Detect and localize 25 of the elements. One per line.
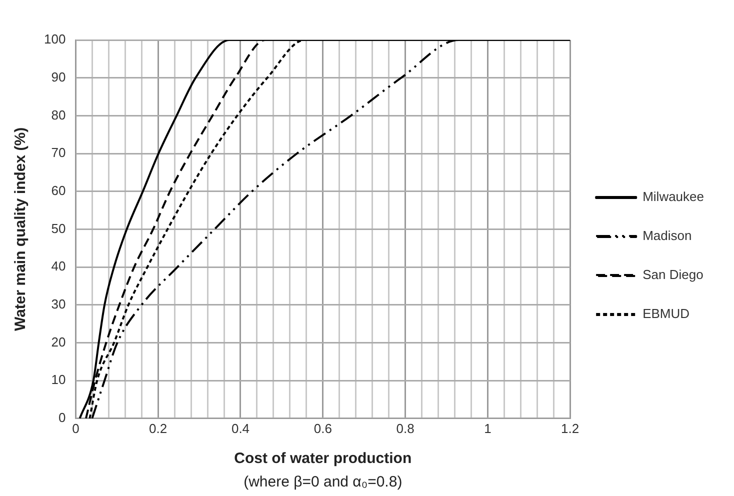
x-tick-label: 1.2 — [561, 420, 580, 436]
legend-label: San Diego — [642, 267, 704, 282]
y-tick-label: 70 — [51, 145, 66, 160]
x-tick-label: 1 — [484, 420, 492, 436]
legend-label: EBMUD — [642, 306, 690, 322]
y-tick-label: 60 — [51, 182, 66, 198]
y-tick-label: 20 — [51, 334, 66, 350]
y-tick-label: 10 — [51, 372, 66, 388]
legend-label: Madison — [642, 228, 692, 244]
x-axis-title: Cost of water production — [234, 450, 412, 468]
y-axis-title: Water main quality index (%) — [12, 127, 30, 332]
x-tick-label: 0 — [72, 420, 80, 436]
y-tick-label: 100 — [44, 32, 66, 47]
x-tick-label: 0.6 — [314, 420, 332, 436]
text: (where β=0 and α₀=0.8) — [244, 474, 402, 491]
legend-label: Milwaukee — [642, 189, 704, 204]
x-tick-label: 0.4 — [231, 420, 250, 436]
y-tick-label: 50 — [51, 220, 66, 236]
y-tick-label: 80 — [51, 107, 66, 122]
y-tick-label: 0 — [58, 410, 66, 425]
y-tick-label: 90 — [51, 69, 66, 84]
x-tick-label: 0.2 — [149, 420, 168, 436]
y-tick-label: 40 — [51, 258, 66, 274]
x-tick-label: 0.8 — [396, 420, 414, 436]
y-tick-label: 30 — [51, 296, 66, 312]
